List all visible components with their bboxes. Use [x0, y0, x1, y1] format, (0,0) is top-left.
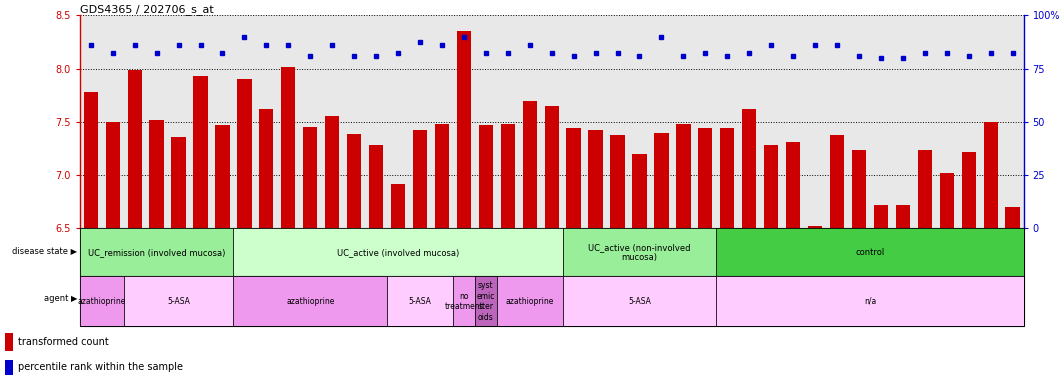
Bar — [390, 184, 405, 228]
Bar — [128, 70, 142, 228]
Text: azathioprine: azathioprine — [286, 297, 334, 306]
Bar — [611, 135, 625, 228]
Text: control: control — [855, 248, 884, 257]
Bar — [632, 154, 647, 228]
Bar — [588, 131, 602, 228]
Bar — [4, 360, 14, 375]
Bar — [563, 228, 716, 276]
Bar — [479, 125, 493, 228]
Text: transformed count: transformed count — [18, 337, 109, 347]
Text: GDS4365 / 202706_s_at: GDS4365 / 202706_s_at — [80, 5, 214, 15]
Text: disease state ▶: disease state ▶ — [13, 246, 78, 255]
Text: azathioprine: azathioprine — [505, 297, 554, 306]
Bar — [962, 152, 976, 228]
Bar — [563, 276, 716, 326]
Bar — [716, 228, 1024, 276]
Bar — [852, 150, 866, 228]
Bar — [369, 146, 383, 228]
Bar — [435, 124, 449, 228]
Text: UC_active (non-involved
mucosa): UC_active (non-involved mucosa) — [588, 243, 691, 262]
Text: percentile rank within the sample: percentile rank within the sample — [18, 362, 183, 372]
Bar — [123, 276, 233, 326]
Bar — [413, 131, 427, 228]
Bar — [233, 276, 387, 326]
Text: syst
emic
ster
oids: syst emic ster oids — [477, 281, 495, 321]
Bar — [677, 124, 691, 228]
Bar — [501, 124, 515, 228]
Bar — [522, 101, 537, 228]
Bar — [303, 127, 317, 228]
Text: 5-ASA: 5-ASA — [409, 297, 431, 306]
Bar — [84, 92, 98, 228]
Bar — [105, 122, 120, 228]
Bar — [716, 276, 1024, 326]
Bar — [545, 106, 559, 228]
Bar — [698, 128, 713, 228]
Bar — [874, 205, 888, 228]
Bar — [194, 76, 207, 228]
Bar — [497, 276, 563, 326]
Bar — [808, 226, 822, 228]
Bar — [917, 150, 932, 228]
Bar — [1005, 207, 1019, 228]
Text: UC_remission (involved mucosa): UC_remission (involved mucosa) — [88, 248, 226, 257]
Bar — [281, 66, 296, 228]
Bar — [896, 205, 910, 228]
Bar — [830, 135, 844, 228]
Bar — [260, 109, 273, 228]
Bar — [453, 276, 475, 326]
Bar — [326, 116, 339, 228]
Bar — [654, 132, 668, 228]
Bar — [80, 228, 233, 276]
Bar — [983, 122, 998, 228]
Bar — [940, 173, 954, 228]
Bar — [764, 146, 778, 228]
Bar — [456, 31, 471, 228]
Text: 5-ASA: 5-ASA — [167, 297, 190, 306]
Bar — [720, 128, 734, 228]
Text: azathioprine: azathioprine — [78, 297, 126, 306]
Bar — [475, 276, 497, 326]
Text: n/a: n/a — [864, 297, 876, 306]
Text: 5-ASA: 5-ASA — [628, 297, 651, 306]
Text: agent ▶: agent ▶ — [44, 295, 78, 303]
Bar — [171, 137, 186, 228]
Bar — [347, 134, 362, 228]
Bar — [742, 109, 757, 228]
Bar — [215, 125, 230, 228]
Text: no
treatment: no treatment — [445, 292, 483, 311]
Bar — [80, 276, 123, 326]
Text: UC_active (involved mucosa): UC_active (involved mucosa) — [337, 248, 460, 257]
Bar — [233, 228, 563, 276]
Bar — [566, 128, 581, 228]
Bar — [786, 142, 800, 228]
Bar — [387, 276, 453, 326]
Bar — [149, 120, 164, 228]
Bar — [237, 79, 251, 228]
Bar — [4, 333, 14, 351]
